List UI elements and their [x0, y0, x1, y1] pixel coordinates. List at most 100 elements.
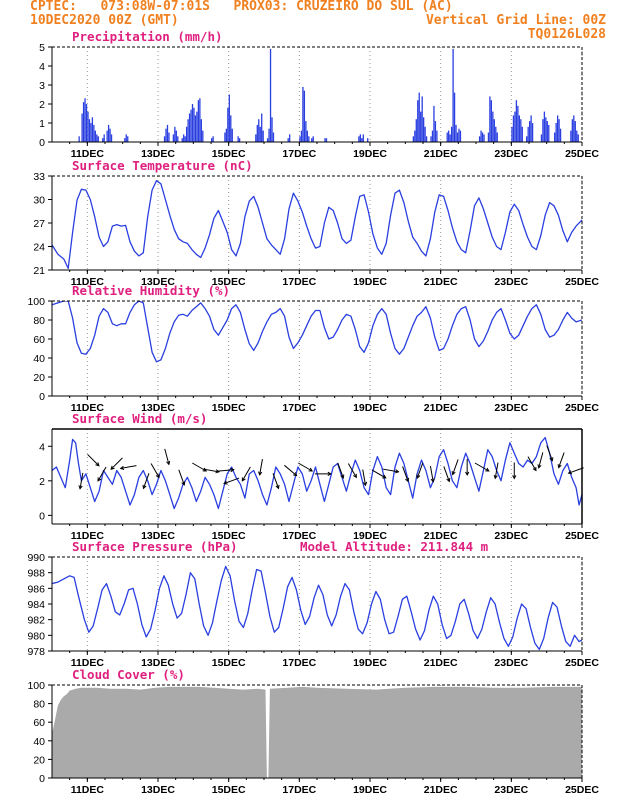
y-tick-label: 982 [27, 615, 45, 627]
precip-bar [211, 138, 213, 142]
precip-bar [527, 126, 529, 142]
x-tick-label: 21DEC [424, 402, 458, 414]
precip-bar [495, 126, 497, 142]
y-tick-label: 40 [33, 736, 45, 748]
x-tick-label: 25DEC [565, 657, 599, 669]
precip-bar [299, 136, 301, 142]
precip-bar [526, 136, 528, 142]
precip-bar [555, 123, 557, 142]
x-tick-label: 11DEC [71, 276, 105, 288]
x-tick-label: 17DEC [282, 657, 316, 669]
precip-bar [414, 130, 416, 142]
wind-arrow [119, 465, 137, 470]
y-tick-label: 60 [33, 334, 45, 346]
wind-arrow [314, 471, 332, 477]
precip-bar [93, 124, 95, 142]
precip-bar [97, 136, 99, 142]
x-tick-label: 19DEC [353, 402, 387, 414]
precip-bar [82, 102, 85, 142]
precip-bar [574, 121, 576, 142]
precip-bar [517, 105, 519, 142]
precip-bar [433, 105, 435, 142]
precip-bar [421, 96, 423, 142]
precip-bar [196, 111, 198, 142]
precip-bar [446, 132, 448, 142]
x-tick-label: 21DEC [424, 530, 458, 542]
precip-bar [193, 107, 195, 142]
wind-arrow [512, 462, 517, 480]
x-tick-label: 25DEC [565, 402, 599, 414]
precip-bar [272, 132, 275, 142]
x-tick-label: 13DEC [141, 530, 175, 542]
precip-bar [515, 100, 518, 142]
precip-bar [305, 121, 307, 142]
precip-bar [559, 128, 562, 142]
panel-6: 11DEC 13DEC 15DEC 17DEC 19DEC 21DEC 23DEC 25DEC… [27, 667, 599, 796]
precip-bar [573, 115, 575, 142]
precip-bar [271, 117, 273, 142]
x-tick-label: 19DEC [353, 657, 387, 669]
x-tick-label: 23DEC [494, 657, 528, 669]
panel-title: Surface Pressure (hPa) [72, 539, 238, 554]
x-tick-label: 17DEC [282, 148, 316, 160]
y-tick-label: 5 [39, 42, 45, 54]
y-tick-label: 986 [27, 583, 45, 595]
wind-arrow [443, 466, 451, 483]
x-tick-label: 25DEC [565, 530, 599, 542]
y-tick-label: 40 [33, 353, 45, 365]
x-tick-label: 13DEC [141, 784, 175, 796]
precip-bar [417, 100, 419, 142]
wind-arrow [362, 469, 368, 487]
wind-arrow [178, 469, 186, 486]
precip-bar [81, 113, 83, 142]
precip-bar [90, 123, 92, 142]
wind-arrow [217, 467, 235, 473]
precip-bar [425, 136, 428, 142]
y-tick-label: 3 [39, 80, 45, 92]
precip-bar [168, 132, 170, 142]
x-tick-label: 21DEC [424, 148, 458, 160]
precip-bar [107, 124, 110, 142]
precip-bar [520, 119, 522, 142]
series-line [52, 180, 582, 270]
y-tick-label: 20 [33, 372, 45, 384]
precip-bar [434, 121, 437, 142]
x-tick-label: 11DEC [71, 657, 105, 669]
x-tick-label: 19DEC [353, 148, 387, 160]
precip-bar [109, 128, 111, 142]
precip-bar [287, 138, 289, 142]
x-tick-label: 25DEC [565, 784, 599, 796]
y-tick-label: 80 [33, 699, 45, 711]
y-tick-label: 33 [33, 171, 45, 183]
x-tick-label: 11DEC [71, 784, 105, 796]
precip-bar [529, 121, 531, 142]
x-tick-label: 15DEC [212, 784, 246, 796]
x-tick-label: 19DEC [353, 276, 387, 288]
precip-bar [84, 98, 86, 142]
wind-arrow [337, 462, 345, 479]
precip-bar [124, 138, 126, 142]
precip-bar [190, 109, 192, 142]
precip-bar [531, 123, 534, 142]
series-line [52, 436, 582, 510]
panel-2: 11DEC 13DEC 15DEC 17DEC 19DEC 21DEC 23DEC 25DEC… [33, 158, 599, 288]
y-tick-label: 100 [27, 296, 45, 308]
precip-bar [415, 119, 417, 142]
precip-bar [199, 98, 201, 142]
precip-bar [512, 115, 515, 142]
wind-arrow [78, 472, 84, 490]
precip-bar [521, 126, 523, 142]
panel-annotation: Model Altitude: 211.844 m [300, 539, 489, 554]
precip-bar [225, 128, 228, 142]
precip-bar [185, 126, 188, 142]
y-tick-label: 100 [27, 680, 45, 692]
wind-arrow [402, 466, 410, 483]
cloud-cover-area [52, 686, 582, 778]
y-tick-label: 30 [33, 195, 45, 207]
precip-bar [456, 132, 459, 142]
precip-bar [110, 134, 113, 142]
x-tick-label: 21DEC [424, 784, 458, 796]
precip-bar [359, 134, 361, 142]
precip-bar [91, 117, 94, 142]
precip-bar [197, 100, 200, 142]
